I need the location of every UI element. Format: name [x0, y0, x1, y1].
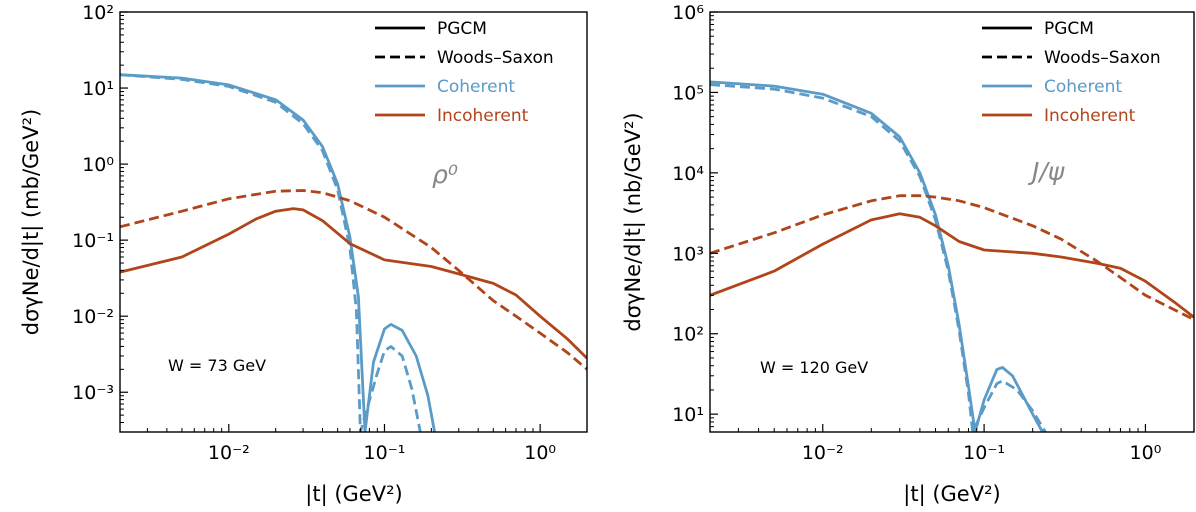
legend-label-coherent: Coherent	[437, 77, 515, 97]
y-tick-label: 10⁻¹	[72, 230, 114, 252]
series-coherent-pgcm	[120, 73, 436, 432]
panel-jpsi-frame	[709, 11, 1195, 433]
panel-jpsi-ylabel: dσγNe/d|t| (nb/GeV²)	[621, 112, 646, 331]
panel-jpsi-legend: PGCM Woods–Saxon Coherent Incoherent	[982, 19, 1161, 126]
legend-label-pgcm: PGCM	[1044, 19, 1094, 39]
series-incoherent-pgcm	[710, 212, 1194, 319]
panel-jpsi-particle-label: J/ψ	[1027, 157, 1065, 186]
legend-label-pgcm: PGCM	[437, 19, 487, 39]
panel-jpsi-plot-group: 10⁻² 10⁻¹ 10⁰ 10¹ 10² 10³ 10⁴ 10⁵ 10⁶	[672, 2, 1195, 464]
y-tick-label: 10⁰	[82, 154, 114, 176]
legend-label-woods-saxon: Woods–Saxon	[1044, 48, 1161, 68]
y-tick-label: 10¹	[82, 78, 114, 100]
y-tick-label: 10¹	[672, 404, 704, 426]
legend-label-incoherent: Incoherent	[1044, 106, 1136, 126]
panel-jpsi-xlabel: |t| (GeV²)	[903, 482, 1000, 507]
legend-label-incoherent: Incoherent	[437, 106, 529, 126]
y-tick-label: 10⁻²	[72, 306, 114, 328]
panel-jpsi-ticks: 10⁻² 10⁻¹ 10⁰ 10¹ 10² 10³ 10⁴ 10⁵ 10⁶	[672, 2, 1195, 464]
y-tick-label: 10⁵	[672, 82, 704, 104]
y-tick-label: 10⁶	[672, 2, 704, 24]
series-incoherent-woods-saxon	[120, 189, 587, 371]
x-tick-label: 10⁻¹	[963, 442, 1005, 464]
y-tick-label: 10²	[82, 2, 114, 24]
panel-rho-ticks: 10⁻² 10⁻¹ 10⁰ 10⁻³ 10⁻² 10⁻¹ 10⁰ 10¹ 10²	[72, 2, 588, 464]
series-coherent-pgcm	[710, 80, 1044, 432]
panel-rho-particle-label: ρ⁰	[432, 160, 458, 189]
panel-rho-energy-label: W = 73 GeV	[168, 356, 266, 375]
series-incoherent-woods-saxon	[710, 194, 1194, 321]
y-tick-label: 10⁴	[672, 163, 704, 185]
x-tick-label: 10⁰	[524, 442, 556, 464]
panel-rho-plot-group: 10⁻² 10⁻¹ 10⁰ 10⁻³ 10⁻² 10⁻¹ 10⁰ 10¹ 10²	[72, 2, 588, 464]
series-coherent-woods-saxon	[710, 83, 1047, 432]
panel-rho-frame	[119, 11, 588, 433]
panel-rho-ylabel: dσγNe/d|t| (mb/GeV²)	[19, 109, 44, 335]
series-incoherent-pgcm	[120, 207, 587, 360]
panel-rho-legend: PGCM Woods–Saxon Coherent Incoherent	[375, 19, 554, 126]
panel-rho-xlabel: |t| (GeV²)	[305, 482, 402, 507]
panel-rho-series-group	[120, 73, 587, 432]
y-tick-label: 10⁻³	[72, 382, 114, 404]
x-tick-label: 10⁻²	[208, 442, 250, 464]
legend-label-coherent: Coherent	[1044, 77, 1122, 97]
y-tick-label: 10²	[672, 324, 704, 346]
panel-jpsi-energy-label: W = 120 GeV	[760, 358, 868, 377]
legend-label-woods-saxon: Woods–Saxon	[437, 48, 554, 68]
y-tick-label: 10³	[672, 243, 704, 265]
x-tick-label: 10⁻²	[802, 442, 844, 464]
panel-rho: 10⁻² 10⁻¹ 10⁰ 10⁻³ 10⁻² 10⁻¹ 10⁰ 10¹ 10² dσγNe/d…	[19, 2, 588, 507]
x-tick-label: 10⁰	[1130, 442, 1162, 464]
x-tick-label: 10⁻¹	[364, 442, 406, 464]
panel-jpsi-series-group	[710, 80, 1194, 432]
panel-jpsi: 10⁻² 10⁻¹ 10⁰ 10¹ 10² 10³ 10⁴ 10⁵ 10⁶ dσγNe/d|t|…	[621, 2, 1195, 507]
series-coherent-woods-saxon	[120, 73, 422, 432]
